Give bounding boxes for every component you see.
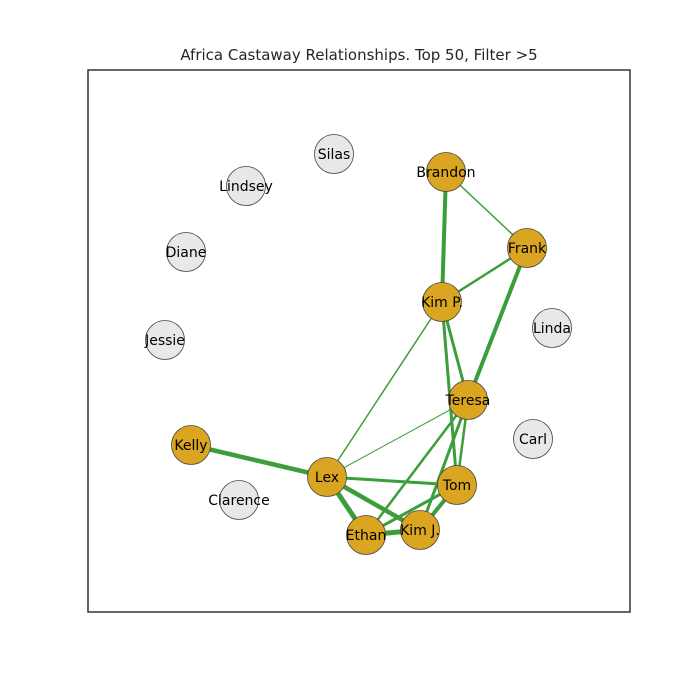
node-ethan: Ethan [346,515,387,555]
node-frank: Frank [507,228,547,268]
node-circle [532,308,572,348]
node-tom: Tom [437,465,477,505]
node-circle [171,425,211,465]
edge-kimp-lex [326,301,443,478]
node-teresa: Teresa [445,380,491,420]
chart-title: Africa Castaway Relationships. Top 50, F… [180,46,538,64]
node-circle [346,515,386,555]
node-label: Kim J. [400,523,440,539]
node-circle [226,166,266,206]
node-label: Linda [533,321,571,337]
node-label: Kim P. [421,295,463,311]
node-circle [314,134,354,174]
node-circle [422,282,462,322]
node-circle [507,228,547,268]
node-circle [400,510,440,550]
node-circle [166,232,206,272]
node-circle [307,457,347,497]
node-label: Teresa [445,393,491,409]
node-brandon: Brandon [416,152,476,192]
node-diane: Diane [166,232,207,272]
node-jessie: Jessie [144,320,185,360]
node-circle [448,380,488,420]
plot-frame [87,69,631,613]
edge-teresa-ethan [365,399,469,536]
node-label: Lindsey [219,179,273,195]
node-label: Lex [315,470,339,486]
node-label: Ethan [346,528,387,544]
node-silas: Silas [314,134,354,174]
node-layer: Silas Lindsey Diane Jessie Clarence Linda Carl… [144,134,572,555]
node-kelly: Kelly [171,425,211,465]
node-linda: Linda [532,308,572,348]
edge-lex-tom [326,475,458,487]
node-circle [426,152,466,192]
node-label: Tom [442,478,471,494]
node-kimj: Kim J. [400,510,440,550]
node-circle [513,419,553,459]
node-kimp: Kim P. [421,282,463,322]
node-label: Frank [508,241,547,257]
edge-kelly-lex [190,442,328,480]
node-label: Jessie [144,333,185,349]
node-circle [219,480,259,520]
node-label: Kelly [174,438,207,454]
node-carl: Carl [513,419,553,459]
node-label: Carl [519,432,547,448]
node-lex: Lex [307,457,347,497]
node-label: Diane [166,245,207,261]
node-clarence: Clarence [208,480,270,520]
edge-brandon-kimp [440,171,448,303]
edge-frank-teresa [466,247,529,401]
node-label: Brandon [416,165,475,181]
node-label: Silas [318,147,351,163]
edge-teresa-lex [326,399,469,478]
node-lindsey: Lindsey [219,166,273,206]
node-circle [437,465,477,505]
node-label: Clarence [208,493,270,509]
node-circle [145,320,185,360]
edge-teresa-kimj [418,399,470,531]
